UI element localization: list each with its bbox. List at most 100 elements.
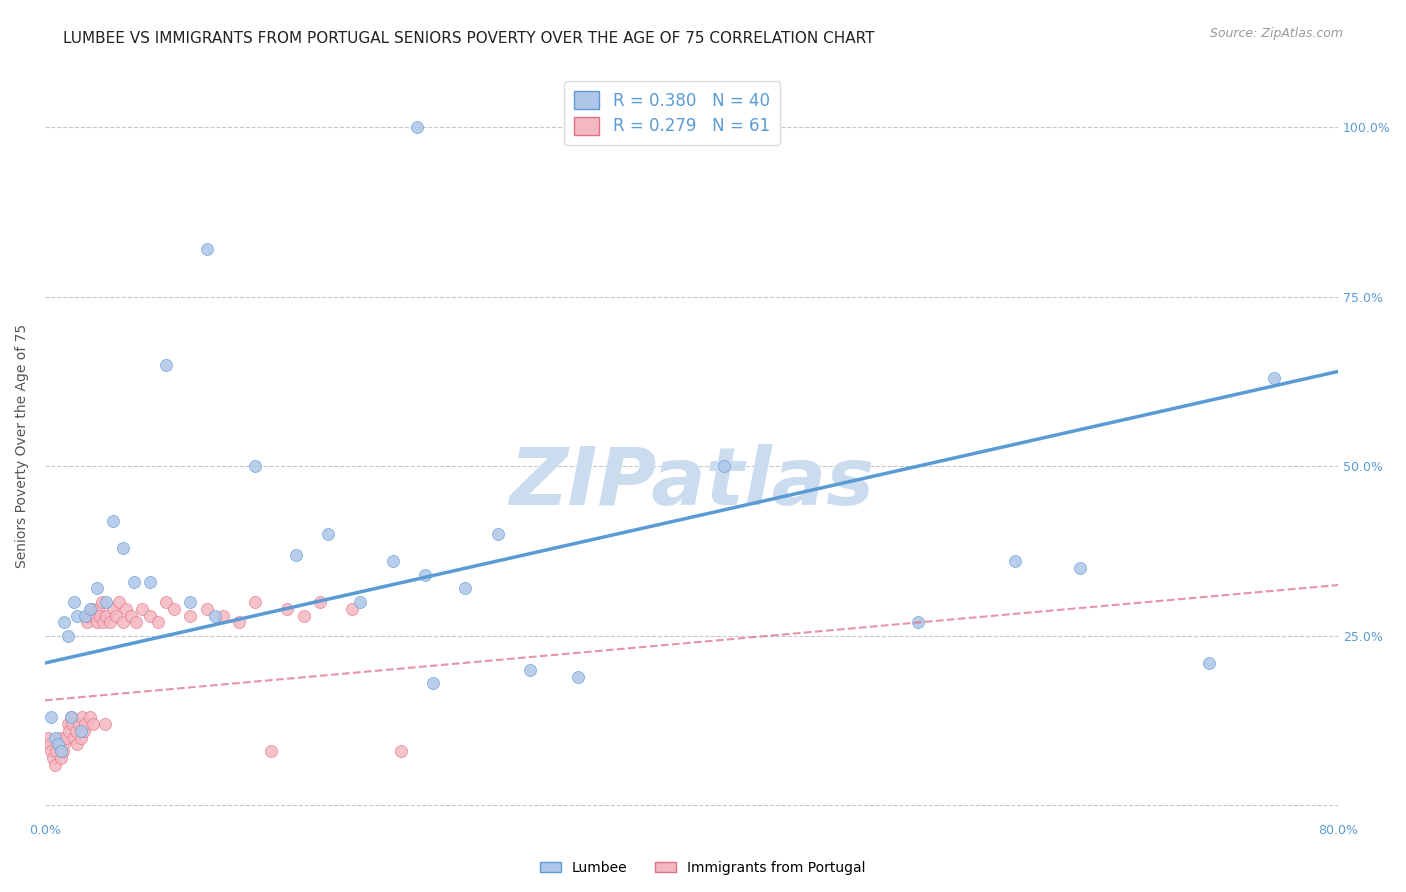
Point [204,608,226,623]
Point [486,527,509,541]
Point [567,669,589,683]
Point [243,595,266,609]
Point [195,242,218,256]
Point [907,615,929,630]
Y-axis label: Seniors Poverty Over the Age of 75: Seniors Poverty Over the Age of 75 [15,324,30,568]
Point [98,615,121,630]
Text: Source: ZipAtlas.com: Source: ZipAtlas.com [1209,27,1343,40]
Point [1198,656,1220,670]
Point [179,608,201,623]
Point [713,459,735,474]
Point [108,595,131,609]
Point [519,663,541,677]
Point [44,731,66,745]
Point [1069,561,1091,575]
Point [63,731,86,745]
Point [79,710,101,724]
Point [37,731,59,745]
Point [316,527,339,541]
Point [46,738,69,752]
Point [1004,554,1026,568]
Point [45,744,67,758]
Point [139,574,162,589]
Point [111,615,134,630]
Point [179,595,201,609]
Point [146,615,169,630]
Point [381,554,404,568]
Point [75,717,97,731]
Point [84,608,107,623]
Point [120,608,142,623]
Point [211,608,233,623]
Point [59,710,82,724]
Point [53,615,76,630]
Point [73,723,96,738]
Point [75,608,97,623]
Point [76,615,98,630]
Point [86,582,108,596]
Point [59,710,82,724]
Point [48,731,70,745]
Point [69,731,91,745]
Point [122,574,145,589]
Point [155,595,177,609]
Point [124,615,146,630]
Point [340,601,363,615]
Point [195,601,218,615]
Point [243,459,266,474]
Point [308,595,330,609]
Point [454,582,477,596]
Point [91,615,114,630]
Point [89,608,111,623]
Point [1263,371,1285,385]
Point [52,744,75,758]
Point [56,717,79,731]
Point [94,717,117,731]
Point [38,738,60,752]
Point [69,723,91,738]
Point [131,601,153,615]
Point [96,595,118,609]
Point [56,629,79,643]
Text: ZIPatlas: ZIPatlas [509,444,875,523]
Point [405,120,427,135]
Point [44,757,66,772]
Point [65,723,87,738]
Point [80,601,103,615]
Point [70,710,93,724]
Point [49,751,72,765]
Point [58,723,80,738]
Point [96,608,118,623]
Point [42,751,65,765]
Point [63,595,86,609]
Point [66,608,89,623]
Point [49,744,72,758]
Point [349,595,371,609]
Point [67,717,90,731]
Point [82,717,104,731]
Point [90,595,112,609]
Point [41,744,63,758]
Legend: Lumbee, Immigrants from Portugal: Lumbee, Immigrants from Portugal [534,855,872,880]
Point [62,717,84,731]
Point [101,514,124,528]
Legend: R = 0.380   N = 40, R = 0.279   N = 61: R = 0.380 N = 40, R = 0.279 N = 61 [564,81,780,145]
Point [111,541,134,555]
Point [422,676,444,690]
Point [276,601,298,615]
Point [105,608,128,623]
Point [53,738,76,752]
Point [101,601,124,615]
Point [260,744,283,758]
Text: LUMBEE VS IMMIGRANTS FROM PORTUGAL SENIORS POVERTY OVER THE AGE OF 75 CORRELATIO: LUMBEE VS IMMIGRANTS FROM PORTUGAL SENIO… [63,31,875,46]
Point [163,601,186,615]
Point [46,738,69,752]
Point [114,601,136,615]
Point [389,744,412,758]
Point [86,615,108,630]
Point [77,608,100,623]
Point [41,710,63,724]
Point [413,567,436,582]
Point [155,358,177,372]
Point [55,731,77,745]
